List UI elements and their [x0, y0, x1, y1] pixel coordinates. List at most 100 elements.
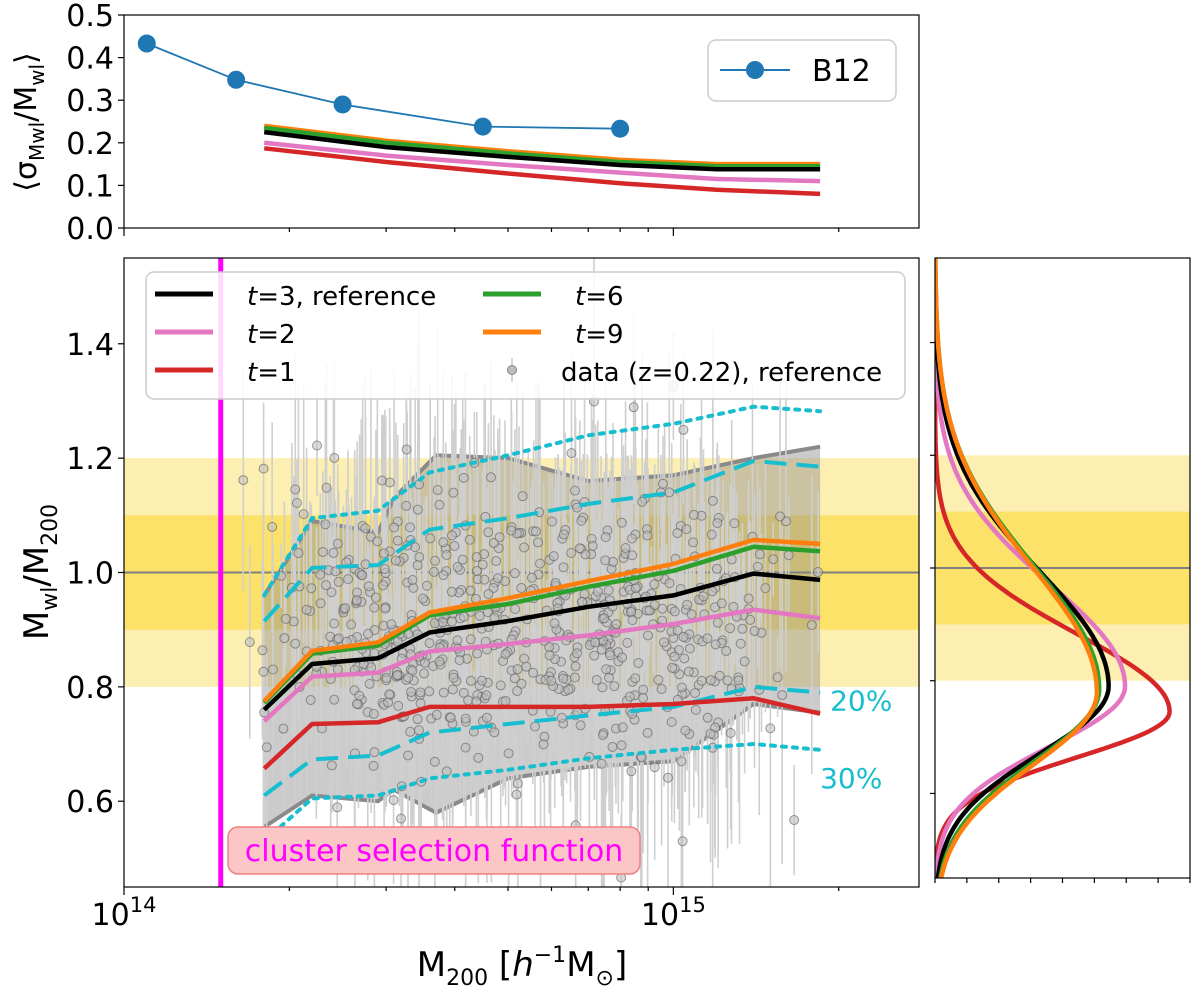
- data-point: [772, 672, 783, 683]
- main-frame: [123, 257, 920, 888]
- data-point: [519, 542, 530, 553]
- data-point: [465, 675, 476, 686]
- top-panel: 0.0 0.1 0.2 0.3 0.4 0.5 ⟨σMwl/Mwl⟩ B12: [9, 0, 920, 247]
- data-point: [580, 549, 591, 560]
- data-point: [676, 682, 687, 693]
- data-point: [471, 696, 482, 707]
- data-point: [649, 599, 660, 610]
- data-point: [434, 656, 445, 667]
- data-point: [512, 664, 523, 675]
- data-point: [320, 580, 331, 591]
- data-point: [528, 667, 539, 678]
- scatter-30pct-upper-line: [262, 404, 823, 598]
- data-point: [600, 532, 611, 543]
- data-point: [712, 518, 723, 529]
- data-point: [369, 602, 380, 613]
- data-point: [481, 712, 492, 723]
- data-point: [642, 727, 653, 738]
- data-point: [638, 684, 649, 695]
- data-point: [597, 682, 608, 693]
- data-point: [760, 583, 771, 594]
- side-curve-t9: [935, 258, 1100, 878]
- data-point: [669, 606, 680, 617]
- data-point: [653, 674, 664, 685]
- data-point: [669, 651, 680, 662]
- legend-label-4: t=9: [575, 320, 624, 350]
- data-point: [413, 725, 424, 736]
- data-point: [438, 687, 449, 698]
- data-point: [290, 484, 301, 495]
- data-point: [357, 570, 368, 581]
- data-point: [716, 598, 727, 609]
- data-point: [386, 619, 397, 630]
- data-point: [360, 523, 371, 534]
- data-point: [448, 487, 459, 498]
- data-point: [384, 477, 395, 488]
- data-point: [425, 533, 436, 544]
- data-point: [526, 572, 537, 583]
- data-point: [434, 499, 445, 510]
- data-point: [556, 712, 567, 723]
- data-point: [437, 617, 448, 628]
- data-point: [464, 534, 475, 545]
- data-point: [698, 591, 709, 602]
- data-point: [637, 496, 648, 507]
- data-point: [534, 558, 545, 569]
- main-ytick-label: 1.0: [66, 557, 114, 592]
- data-point: [333, 633, 344, 644]
- data-point: [238, 475, 249, 486]
- data-point: [465, 585, 476, 596]
- data-point: [813, 567, 824, 578]
- main-xtick-label: 1014: [92, 893, 157, 933]
- data-point: [530, 526, 541, 537]
- data-point: [492, 573, 503, 584]
- main-ytick-label: 1.2: [66, 442, 114, 477]
- data-point: [575, 720, 586, 731]
- data-point: [566, 448, 577, 459]
- data-point: [605, 650, 616, 661]
- data-point: [509, 568, 520, 579]
- data-point: [510, 604, 521, 615]
- data-point: [506, 525, 517, 536]
- data-point: [679, 653, 690, 664]
- data-point: [707, 495, 718, 506]
- data-point: [572, 502, 583, 513]
- data-point: [471, 565, 482, 576]
- data-point: [663, 772, 674, 783]
- data-point: [317, 547, 328, 558]
- data-point: [519, 653, 530, 664]
- data-point: [346, 619, 357, 630]
- data-point: [351, 595, 362, 606]
- data-point: [392, 669, 403, 680]
- legend-label-3: t=6: [575, 282, 624, 312]
- data-point: [419, 657, 430, 668]
- selection-function-label-box: cluster selection function: [227, 826, 641, 875]
- data-point: [630, 673, 641, 684]
- data-point: [548, 551, 559, 562]
- data-point: [659, 637, 670, 648]
- data-point: [403, 672, 414, 683]
- data-point: [291, 497, 302, 508]
- data-point: [298, 509, 309, 520]
- data-point: [326, 760, 337, 771]
- data-point: [363, 628, 374, 639]
- data-point: [638, 693, 649, 704]
- data-point: [329, 694, 340, 705]
- data-point: [329, 618, 340, 629]
- data-point: [656, 684, 667, 695]
- data-point: [477, 559, 488, 570]
- data-point: [403, 750, 414, 761]
- data-point: [500, 696, 511, 707]
- data-point: [768, 554, 779, 565]
- data-point: [735, 638, 746, 649]
- data-point: [364, 678, 375, 689]
- data-point: [489, 727, 500, 738]
- data-point: [628, 402, 639, 413]
- data-point: [244, 637, 255, 648]
- data-point: [710, 639, 721, 650]
- data-point: [418, 668, 429, 679]
- data-point: [721, 645, 732, 656]
- data-point: [473, 752, 484, 763]
- data-point: [293, 548, 304, 559]
- side-frame: [934, 257, 1191, 879]
